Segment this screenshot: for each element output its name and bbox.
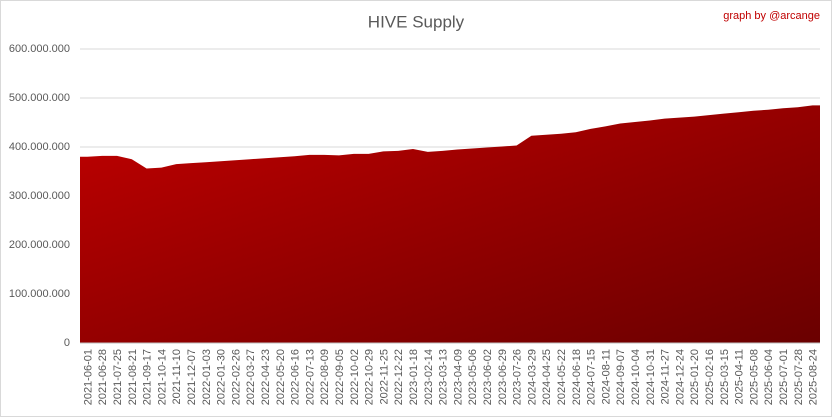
x-tick-label: 2021-12-07	[186, 349, 198, 405]
x-tick-label: 2025-01-20	[689, 349, 701, 405]
x-tick-label: 2024-10-31	[645, 349, 657, 405]
y-tick-label: 0	[64, 337, 70, 349]
x-tick-label: 2021-07-25	[112, 349, 124, 405]
x-tick-label: 2024-09-07	[615, 349, 627, 405]
y-tick-label: 200.000.000	[9, 239, 70, 251]
x-tick-label: 2024-08-11	[600, 349, 612, 404]
x-tick-label: 2021-09-17	[142, 349, 154, 405]
x-tick-label: 2025-04-11	[734, 349, 746, 404]
x-tick-label: 2024-12-24	[674, 349, 686, 405]
x-tick-label: 2021-11-10	[171, 349, 183, 404]
x-tick-label: 2021-10-14	[156, 349, 168, 405]
x-tick-label: 2023-06-29	[497, 349, 509, 405]
x-tick-label: 2021-06-01	[82, 349, 94, 405]
x-tick-label: 2024-05-22	[556, 349, 568, 405]
x-tick-label: 2025-05-08	[748, 349, 760, 405]
x-tick-label: 2023-07-26	[512, 349, 524, 405]
x-tick-label: 2023-01-18	[408, 349, 420, 405]
y-tick-label: 500.000.000	[9, 92, 70, 104]
y-tick-label: 400.000.000	[9, 141, 70, 153]
x-tick-label: 2022-11-25	[378, 349, 390, 404]
x-tick-label: 2023-05-06	[467, 349, 479, 405]
x-tick-label: 2022-09-05	[334, 349, 346, 405]
x-tick-label: 2025-08-24	[808, 349, 820, 405]
y-tick-label: 100.000.000	[9, 288, 70, 300]
x-tick-label: 2025-02-16	[704, 349, 716, 405]
x-tick-label: 2024-10-04	[630, 349, 642, 405]
x-tick-label: 2022-08-09	[319, 349, 331, 405]
x-tick-label: 2021-08-21	[127, 349, 139, 405]
x-tick-label: 2022-10-29	[364, 349, 376, 405]
x-tick-label: 2023-06-02	[482, 349, 494, 405]
x-tick-label: 2024-04-25	[541, 349, 553, 405]
x-tick-label: 2021-06-28	[97, 349, 109, 405]
x-tick-label: 2022-02-26	[230, 349, 242, 405]
x-tick-label: 2023-04-09	[452, 349, 464, 405]
credit: graph by @arcange	[723, 10, 820, 22]
x-tick-label: 2024-11-27	[660, 349, 672, 404]
x-tick-label: 2025-03-15	[719, 349, 731, 405]
x-tick-label: 2023-02-14	[423, 349, 435, 405]
x-tick-label: 2024-06-18	[571, 349, 583, 405]
chart-title: HIVE Supply	[368, 12, 465, 31]
x-tick-label: 2022-04-23	[260, 349, 272, 405]
x-tick-label: 2023-03-13	[438, 349, 450, 405]
x-tick-label: 2025-06-04	[763, 349, 775, 405]
y-tick-label: 300.000.000	[9, 190, 70, 202]
x-tick-label: 2022-07-13	[304, 349, 316, 405]
x-tick-label: 2025-07-01	[778, 349, 790, 405]
x-tick-label: 2022-06-16	[290, 349, 302, 405]
x-tick-label: 2025-07-28	[793, 349, 805, 405]
x-tick-label: 2024-07-15	[586, 349, 598, 405]
x-tick-label: 2022-03-27	[245, 349, 257, 405]
area	[80, 105, 820, 343]
x-tick-label: 2022-05-20	[275, 349, 287, 405]
x-tick-label: 2024-03-29	[526, 349, 538, 405]
y-tick-label: 600.000.000	[9, 43, 70, 55]
x-tick-label: 2022-10-02	[349, 349, 361, 405]
x-tick-label: 2022-01-03	[201, 349, 213, 405]
x-tick-label: 2022-01-30	[216, 349, 228, 405]
x-tick-label: 2022-12-22	[393, 349, 405, 405]
